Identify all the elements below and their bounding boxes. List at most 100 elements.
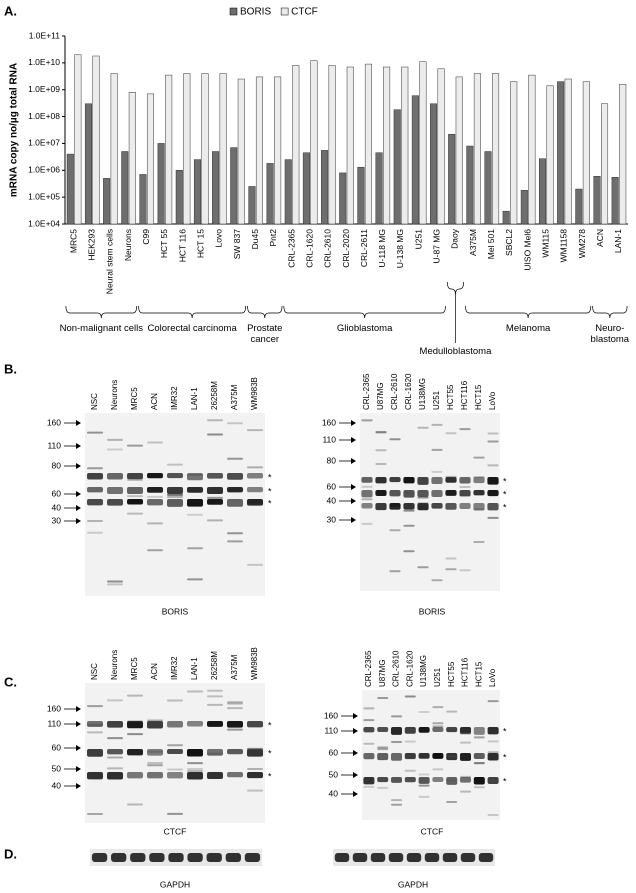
x-tick-label: LAN-1 [613, 229, 623, 253]
legend-label: CTCF [291, 7, 318, 18]
bar [139, 174, 147, 225]
y-axis-label: mRNA copy no/µg total RNA [9, 63, 20, 197]
bar [84, 103, 92, 225]
blot-band [417, 503, 429, 511]
blot-band [445, 475, 457, 478]
lane-label: HCT116 [461, 657, 470, 687]
asterisk: * [503, 752, 507, 762]
blot-band [207, 419, 223, 422]
blot-band [334, 853, 350, 862]
blot-band [363, 785, 375, 788]
blot-band [147, 499, 163, 506]
group-label: Melanoma [505, 323, 551, 334]
lane-label: HCT15 [474, 384, 483, 410]
blot-band [418, 777, 430, 784]
blot-band [187, 721, 203, 727]
group-brace [65, 305, 138, 319]
bar [339, 172, 347, 225]
blot-band [147, 719, 163, 722]
bar [466, 145, 474, 225]
blot-band [404, 753, 416, 760]
blot-band [404, 727, 416, 734]
marker-arrowhead [351, 517, 356, 523]
blot-band [473, 762, 485, 765]
marker-arrowhead [353, 772, 358, 778]
blot-band [403, 524, 415, 527]
x-tick-label: U-138 MG [395, 229, 405, 268]
bar [346, 66, 354, 225]
group-label: Medulloblastoma [419, 346, 492, 357]
marker-arrowhead [351, 437, 356, 443]
bar [302, 152, 310, 225]
bar [128, 92, 136, 225]
blot-band [459, 790, 472, 793]
blot-band [389, 529, 401, 532]
blot-band [459, 486, 471, 489]
blot-band [363, 742, 375, 745]
legend-swatch [280, 7, 289, 16]
blot-band [389, 490, 401, 497]
marker-label: 80 [327, 455, 337, 465]
x-tick-label: U-87 MG [432, 229, 442, 263]
group-brace [283, 305, 446, 319]
blot-band [187, 853, 203, 862]
blot-band [227, 701, 243, 704]
y-tick-label: 1.0E+11 [29, 30, 61, 40]
blot-band [167, 493, 183, 496]
bar [175, 170, 183, 225]
marker-arrowhead [76, 505, 81, 511]
bar [248, 186, 256, 225]
blot-band [127, 473, 143, 480]
blot-band [107, 737, 123, 740]
blot-band [487, 440, 499, 443]
blot-band [459, 741, 472, 744]
asterisk: * [503, 776, 507, 786]
x-tick-label: Pnt2 [268, 229, 278, 247]
blot-band [187, 547, 203, 550]
blot-band [459, 569, 471, 572]
blot-band [87, 723, 103, 726]
blot-band [147, 495, 163, 498]
blot-band [459, 477, 471, 484]
x-tick-label: ACN [595, 229, 605, 247]
bar [165, 74, 173, 225]
blot-band [377, 697, 389, 700]
blot-band [87, 749, 103, 757]
blot-band [487, 813, 499, 816]
bar [611, 177, 619, 225]
blot-band [459, 503, 471, 509]
asterisk: * [268, 472, 272, 482]
blot-band [445, 557, 457, 560]
x-tick-label: UISO Mel6 [522, 229, 532, 271]
blot-band [417, 426, 429, 429]
blot-band [225, 853, 241, 862]
blot-band [87, 473, 103, 480]
blot-band [432, 753, 444, 759]
lane-label: U251 [433, 667, 442, 687]
asterisk: * [268, 771, 272, 781]
blot-band [227, 473, 243, 480]
bar [92, 55, 100, 225]
bar [575, 188, 583, 225]
blot-band [361, 477, 373, 483]
bar [619, 83, 627, 225]
blot-band [127, 478, 143, 481]
blot-band [87, 772, 103, 780]
blot-caption: CTCF [164, 826, 187, 836]
y-tick-label: 1.0E+05 [28, 191, 60, 201]
marker-label: 40 [52, 780, 62, 790]
blot-band [459, 753, 472, 761]
bar [110, 73, 118, 225]
lane-label: CRL-2365 [364, 650, 373, 687]
panel-label: B. [4, 361, 17, 376]
bar [237, 78, 245, 225]
blot-band [87, 721, 103, 727]
blot-band [431, 470, 443, 473]
group-label: Glioblastoma [336, 323, 393, 334]
blot-band [432, 706, 444, 709]
marker-arrowhead [351, 420, 356, 426]
blot-band [127, 803, 143, 806]
blot-band [473, 503, 485, 511]
blot-band [404, 757, 416, 760]
